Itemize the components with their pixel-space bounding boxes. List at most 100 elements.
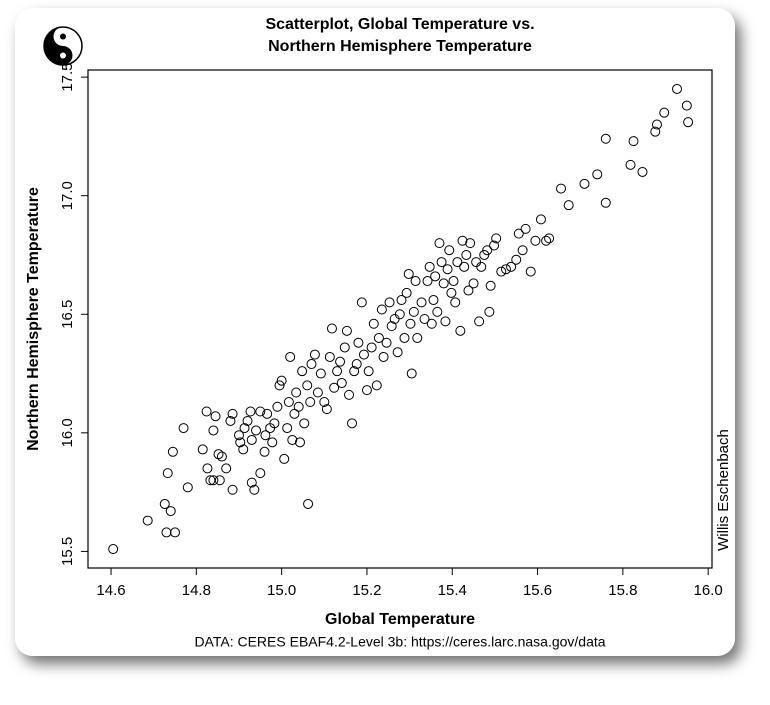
point [293,401,304,412]
y-tick-label: 16.5 [59,300,76,329]
point [500,264,511,275]
point [227,408,238,419]
point [336,378,347,389]
point [178,423,189,434]
point [279,453,290,464]
point [450,297,461,308]
point [201,406,212,417]
point [600,133,611,144]
point [162,468,173,479]
point [213,449,224,460]
point [485,280,496,291]
point [489,240,500,251]
point [430,271,441,282]
point [353,337,364,348]
point [373,332,384,343]
point [556,183,567,194]
point [378,351,389,362]
point [233,430,244,441]
point [482,245,493,256]
chart-title: Northern Hemisphere Temperature [268,38,532,55]
point [428,295,439,306]
y-tick-label: 16.0 [59,418,76,447]
point [260,430,271,441]
point [371,380,382,391]
point [294,437,305,448]
point [269,418,280,429]
point [463,285,474,296]
point [255,468,266,479]
point [442,264,453,275]
x-tick-label: 15.6 [523,582,552,599]
point [208,425,219,436]
point [394,309,405,320]
point [309,349,320,360]
point [202,463,213,474]
point [461,249,472,260]
point [563,200,574,211]
point [361,385,372,396]
point [525,266,536,277]
point [406,368,417,379]
point [326,323,337,334]
point [239,423,250,434]
point [303,498,314,509]
point [315,368,326,379]
card [15,8,735,656]
point [329,382,340,393]
point [468,278,479,289]
point [306,359,317,370]
point [142,515,153,526]
point [448,276,459,287]
point [444,245,455,256]
point [446,287,457,298]
point [165,506,176,517]
point [208,475,219,486]
point [358,349,369,360]
point [335,356,346,367]
point [440,316,451,327]
point [544,233,555,244]
point [249,484,260,495]
point [410,276,421,287]
x-tick-label: 14.8 [182,582,211,599]
point [255,406,266,417]
point [681,100,692,111]
point [541,235,552,246]
point [511,254,522,265]
point [287,434,298,445]
point [170,527,181,538]
plot-frame [87,69,713,569]
point [319,397,330,407]
y-tick-label: 17.5 [59,63,76,92]
point [422,276,433,287]
point [274,380,285,391]
point [347,418,358,429]
point [457,235,468,246]
point [251,425,262,436]
point [349,366,360,377]
point [267,437,278,448]
point [432,306,443,317]
point [225,415,236,426]
point [289,408,300,419]
point [351,359,362,370]
point [517,245,528,256]
point [600,197,611,208]
point [376,304,387,315]
point [476,261,487,272]
point [419,314,430,324]
point [363,366,374,377]
point [535,214,546,225]
point [459,261,470,272]
y-tick-label: 17.0 [59,181,76,210]
point [242,415,253,426]
point [216,451,227,462]
point [272,401,283,412]
point [530,235,541,246]
point [262,408,273,419]
point [399,332,410,343]
point [167,446,178,457]
point [159,498,170,509]
